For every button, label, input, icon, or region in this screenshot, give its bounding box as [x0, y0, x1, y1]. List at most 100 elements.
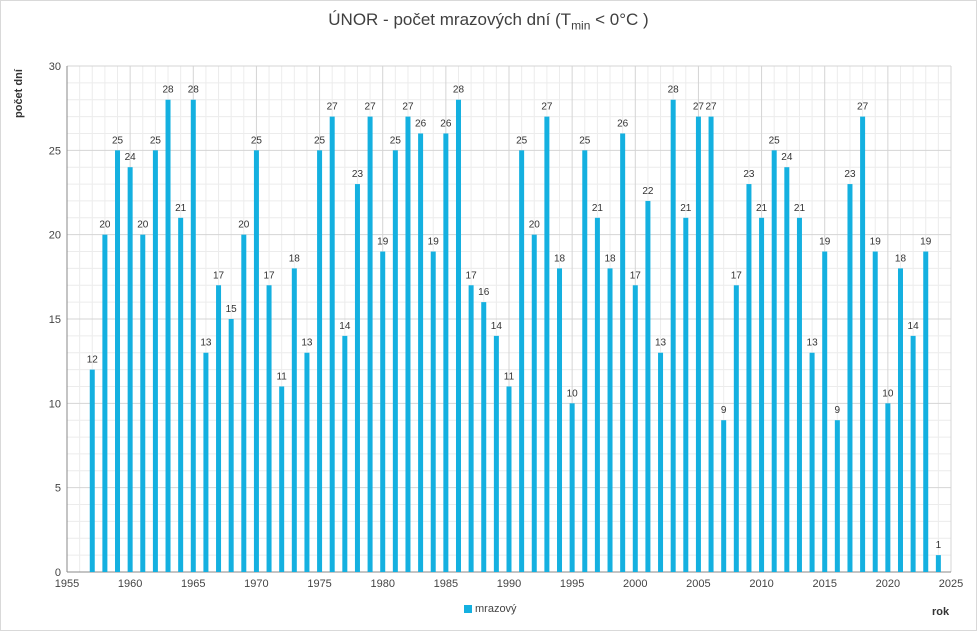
legend-swatch [464, 605, 472, 613]
data-label: 1 [936, 540, 942, 551]
data-label: 13 [655, 338, 667, 349]
bar [190, 99, 196, 572]
x-tick-label: 1970 [244, 578, 268, 590]
x-tick-label: 2010 [749, 578, 773, 590]
data-label: 21 [794, 203, 806, 214]
data-label: 25 [150, 135, 162, 146]
data-label: 24 [125, 152, 137, 163]
data-label: 14 [339, 321, 351, 332]
data-label: 17 [213, 270, 225, 281]
bar [531, 234, 537, 572]
bar [291, 268, 297, 572]
bar [872, 251, 878, 573]
data-label: 25 [769, 135, 781, 146]
title-subscript: min [571, 18, 591, 33]
data-label: 25 [390, 135, 402, 146]
data-label: 26 [617, 118, 629, 129]
data-label: 13 [807, 338, 819, 349]
bar [115, 150, 121, 573]
bar [557, 268, 563, 572]
data-label: 14 [491, 321, 503, 332]
data-label: 19 [428, 237, 440, 248]
data-label: 28 [188, 85, 200, 96]
bar [695, 116, 701, 572]
title-main: ÚNOR - počet mrazových dní (T [328, 10, 572, 29]
bar [228, 319, 234, 572]
data-label: 21 [680, 203, 692, 214]
bar [923, 251, 929, 573]
data-label: 18 [289, 253, 301, 264]
data-label: 28 [453, 85, 465, 96]
chart-title: ÚNOR - počet mrazových dní (Tmin < 0°C ) [0, 10, 977, 32]
bar [632, 285, 638, 572]
data-label: 25 [579, 135, 591, 146]
data-label: 11 [504, 371, 515, 382]
title-end: < 0°C ) [590, 10, 649, 29]
bar [418, 133, 424, 572]
data-label: 19 [819, 237, 831, 248]
legend-label: mrazový [475, 603, 517, 615]
data-label: 21 [592, 203, 604, 214]
data-label: 10 [882, 388, 894, 399]
bar [834, 420, 840, 572]
bar [241, 234, 247, 572]
bar [203, 352, 209, 572]
x-tick-label: 2025 [939, 578, 963, 590]
y-tick-label: 5 [55, 483, 61, 495]
bar [582, 150, 588, 573]
bar [443, 133, 449, 572]
y-tick-label: 25 [49, 145, 61, 157]
x-tick-label: 2005 [686, 578, 710, 590]
data-label: 28 [162, 85, 174, 96]
bar [140, 234, 146, 572]
bar [317, 150, 323, 573]
data-label: 16 [478, 287, 490, 298]
data-label: 17 [263, 270, 275, 281]
data-label: 9 [835, 405, 841, 416]
x-tick-label: 2020 [876, 578, 900, 590]
bar [216, 285, 222, 572]
bar [405, 116, 411, 572]
bar [645, 200, 651, 572]
data-label: 17 [731, 270, 743, 281]
bar [468, 285, 474, 572]
data-label: 27 [365, 102, 377, 113]
bar [733, 285, 739, 572]
bar [822, 251, 828, 573]
bar [481, 302, 487, 572]
data-label: 17 [466, 270, 478, 281]
bar [493, 335, 499, 572]
bar [380, 251, 386, 573]
data-label: 23 [743, 169, 755, 180]
data-label: 13 [200, 338, 212, 349]
data-label: 25 [314, 135, 326, 146]
y-tick-label: 10 [49, 398, 61, 410]
data-label: 25 [112, 135, 124, 146]
data-label: 27 [327, 102, 339, 113]
bar [683, 217, 689, 573]
data-label: 19 [377, 237, 389, 248]
bar [304, 352, 310, 572]
bar [165, 99, 171, 572]
bar [809, 352, 815, 572]
data-label: 28 [668, 85, 680, 96]
data-label: 20 [238, 220, 250, 231]
bar [102, 234, 108, 572]
data-label: 21 [756, 203, 768, 214]
x-tick-label: 1995 [560, 578, 584, 590]
data-label: 27 [857, 102, 869, 113]
bar [796, 217, 802, 573]
bar [392, 150, 398, 573]
bar [329, 116, 335, 572]
x-tick-label: 2015 [812, 578, 836, 590]
data-label: 18 [895, 253, 907, 264]
bar [279, 386, 285, 572]
data-label: 19 [870, 237, 882, 248]
bar [784, 167, 790, 572]
bar [367, 116, 373, 572]
data-label: 18 [554, 253, 566, 264]
x-tick-label: 1960 [118, 578, 142, 590]
data-label: 25 [516, 135, 528, 146]
bar [342, 335, 348, 572]
